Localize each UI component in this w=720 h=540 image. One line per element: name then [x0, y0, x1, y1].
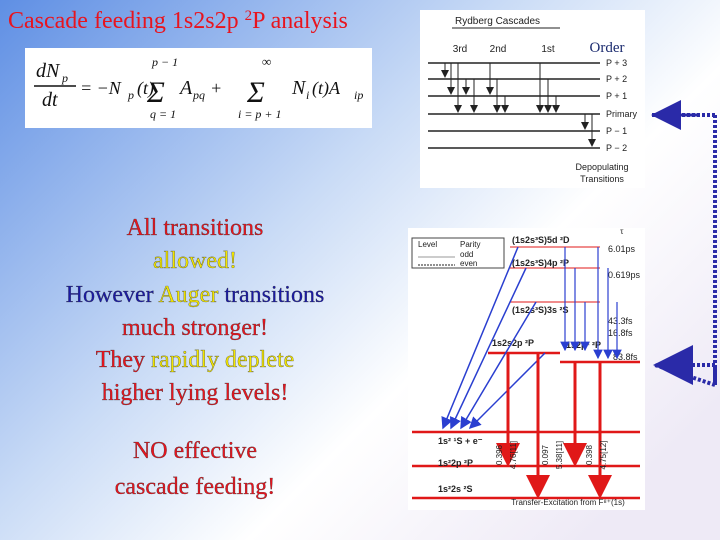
rate-label: 4.75[12]: [599, 441, 608, 470]
footer-label: Depopulating: [575, 162, 628, 172]
rate-label: 5.38[11]: [555, 441, 564, 469]
diagram-title: Rydberg Cascades: [455, 16, 540, 27]
equation-part: N: [291, 77, 307, 99]
level-label: P + 1: [606, 91, 627, 101]
body-segment: However: [66, 282, 159, 308]
level-label: P + 2: [606, 74, 627, 84]
equation-part: q = 1: [150, 107, 176, 121]
rate-label: 0.097: [541, 444, 550, 465]
equation-part: pq: [192, 88, 205, 102]
level-label: (1s2s³S)3s ²S: [512, 305, 569, 315]
body-line: higher lying levels!: [102, 380, 289, 406]
level-label: 1s²2s ²S: [438, 484, 473, 494]
level-label: 1s²2p ²P: [438, 458, 473, 468]
level-label: P + 3: [606, 58, 627, 68]
equation-part: A: [178, 77, 193, 99]
equation-part: = −N: [80, 78, 122, 98]
body-line: All transitions: [127, 215, 264, 241]
equation-part: p: [127, 88, 134, 102]
body-line: much stronger!: [122, 315, 268, 341]
body-segment: transitions: [218, 282, 324, 308]
decay-arrow: [441, 246, 519, 430]
level-label: P − 1: [606, 126, 627, 136]
body-segment: All transitions: [127, 215, 264, 241]
legend-label: even: [460, 259, 477, 268]
lifetime-label: 6.01ps: [608, 244, 636, 254]
column-label: 3rd: [453, 44, 467, 55]
footer-label: Transfer-Excitation from F⁸⁺(1s): [511, 498, 625, 507]
title-part: 2: [245, 8, 253, 24]
title-part: Cascade feeding 1s2s2p: [8, 8, 245, 34]
decay-arrow: [450, 267, 527, 430]
order-label: Order: [590, 40, 625, 56]
body-segment: rapidly deplete: [151, 347, 294, 373]
equation-part: Σ: [246, 76, 265, 109]
footer-label: Transitions: [580, 174, 624, 184]
equation-part: (t)A: [312, 78, 341, 99]
body-line: allowed!: [153, 248, 237, 274]
level-label: 1s² ¹S + e⁻: [438, 436, 483, 446]
lifetime-label: 16.8fs: [608, 328, 633, 338]
level-label: P − 2: [606, 143, 627, 153]
title-part: P analysis: [252, 8, 348, 34]
column-label: 1st: [541, 44, 555, 55]
legend-label: Level: [418, 240, 437, 249]
slide-title: Cascade feeding 1s2s2p 2P analysis: [8, 8, 348, 34]
body-segment: allowed!: [153, 248, 237, 274]
equation-part: i = p + 1: [238, 107, 282, 121]
body-line: NO effective: [133, 438, 257, 464]
lifetime-label: 0.619ps: [608, 270, 641, 280]
equation-part: (t): [137, 78, 154, 99]
body-segment: They: [96, 347, 151, 373]
level-label: Primary: [606, 109, 637, 119]
body-segment: higher lying levels!: [102, 380, 289, 406]
body-segment: cascade feeding!: [115, 474, 276, 500]
equation-part: p: [61, 71, 68, 85]
decay-arrow: [460, 301, 537, 430]
body-segment: much stronger!: [122, 315, 268, 341]
equation-part: dN: [36, 60, 61, 82]
equation-box: [25, 48, 372, 128]
tau-label: τ: [620, 226, 624, 236]
rate-label: 4.76[11]: [509, 441, 518, 469]
equation-part: ip: [354, 88, 363, 102]
lifetime-label: 43.3fs: [608, 316, 633, 326]
level-label: 1s2s2p ²P: [492, 338, 534, 348]
body-segment: Auger: [158, 282, 218, 308]
equation-part: ∞: [262, 54, 271, 69]
level-label: (1s2s³S)5d ²D: [512, 235, 570, 245]
body-segment: NO effective: [133, 438, 257, 464]
rate-label: 0.398: [585, 444, 594, 465]
lifetime-label: 83.8fs: [613, 352, 638, 362]
legend-label: Parity: [460, 240, 480, 249]
legend-label: odd: [460, 250, 473, 259]
body-line: However Auger transitions: [66, 282, 325, 308]
equation-part: p − 1: [151, 55, 178, 69]
rate-label: 0.396: [495, 444, 504, 465]
level-label: 1s2p² ²P: [566, 340, 601, 350]
equation-part: dt: [42, 89, 58, 111]
column-label: 2nd: [490, 44, 507, 55]
legend-box: [411, 237, 505, 269]
level-label: (1s2s³S)4p ²P: [512, 258, 569, 268]
body-line: They rapidly deplete: [96, 347, 295, 373]
levels-box: [408, 228, 645, 510]
equation-part: +: [210, 78, 222, 98]
equation-part: Σ: [146, 76, 165, 109]
equation-part: i: [306, 88, 309, 102]
body-line: cascade feeding!: [115, 474, 276, 500]
